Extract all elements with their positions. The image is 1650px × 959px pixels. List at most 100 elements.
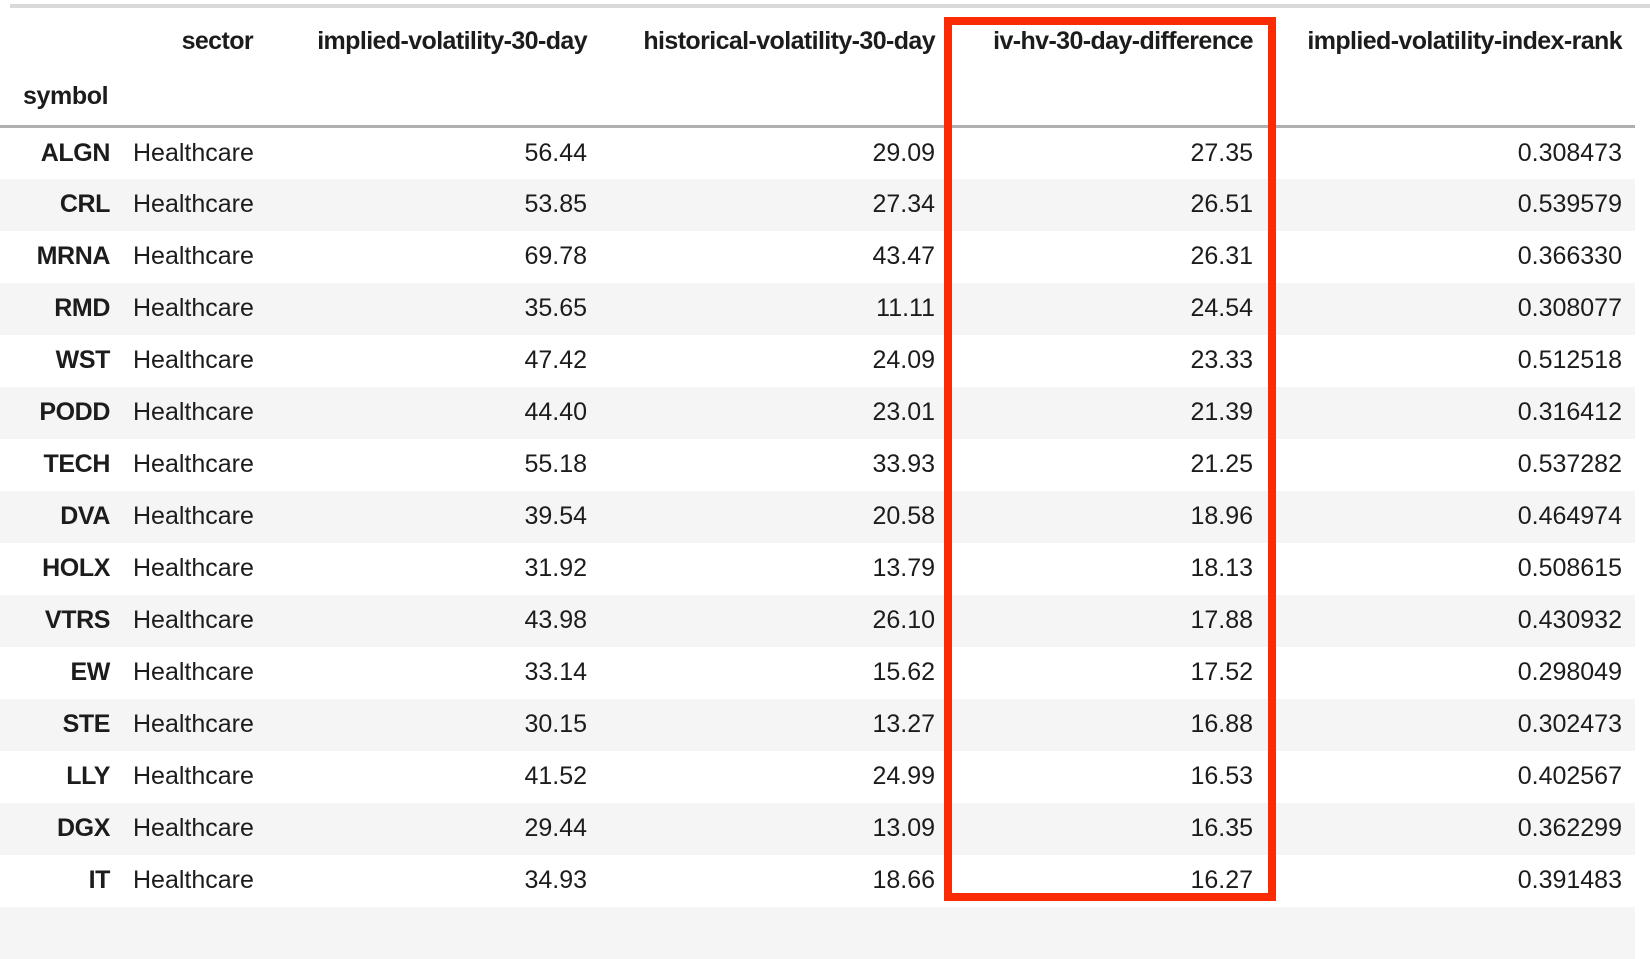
cell-implied-volatility-30-day: 56.44 (524, 138, 587, 167)
column-header-implied-volatility-index-rank: implied-volatility-index-rank (1307, 26, 1622, 55)
cell-iv-hv-30-day-difference: 24.54 (1190, 294, 1253, 322)
cell-iv-hv-30-day-difference: 26.31 (1190, 242, 1253, 270)
table-row: DVA Healthcare 39.54 20.58 18.96 0.464974 (0, 490, 1635, 543)
cell-historical-volatility-30-day: 13.79 (872, 554, 935, 582)
cell-sector: Healthcare (133, 450, 254, 478)
row-symbol: DGX (57, 814, 110, 842)
cell-sector: Healthcare (133, 294, 254, 322)
cell-implied-volatility-index-rank: 0.366330 (1517, 242, 1622, 270)
row-symbol: TECH (43, 450, 111, 478)
cell-sector: Healthcare (133, 814, 254, 842)
row-symbol: CRL (59, 190, 111, 218)
cell-implied-volatility-30-day: 34.93 (524, 866, 587, 894)
cell-implied-volatility-index-rank: 0.508615 (1517, 554, 1622, 582)
row-symbol: MRNA (36, 242, 111, 270)
column-header-historical-volatility-30-day: historical-volatility-30-day (643, 26, 935, 55)
cell-implied-volatility-30-day: 43.98 (524, 606, 587, 634)
row-symbol: LLY (66, 762, 110, 790)
row-symbol: EW (70, 658, 111, 686)
cell-implied-volatility-index-rank: 0.537282 (1517, 450, 1622, 478)
cell-historical-volatility-30-day: 13.27 (872, 710, 935, 738)
row-symbol: DVA (60, 502, 110, 530)
cell-historical-volatility-30-day: 11.11 (876, 294, 935, 322)
cell-historical-volatility-30-day: 15.62 (872, 658, 935, 686)
cell-implied-volatility-30-day: 33.14 (524, 658, 587, 686)
row-symbol: RMD (54, 294, 110, 322)
cell-implied-volatility-30-day: 53.85 (524, 190, 587, 218)
cell-iv-hv-30-day-difference: 17.88 (1190, 606, 1253, 634)
cell-implied-volatility-30-day: 41.52 (524, 762, 587, 790)
cell-historical-volatility-30-day: 13.09 (872, 814, 935, 842)
row-symbol: PODD (39, 398, 110, 426)
cell-iv-hv-30-day-difference: 18.96 (1190, 502, 1253, 530)
volatility-table: sector implied-volatility-30-day histori… (0, 4, 1635, 959)
cell-sector: Healthcare (133, 710, 254, 738)
cell-implied-volatility-30-day: 29.44 (524, 814, 587, 842)
cell-implied-volatility-index-rank: 0.302473 (1517, 710, 1622, 738)
cell-iv-hv-30-day-difference: 16.53 (1190, 762, 1253, 790)
cell-implied-volatility-30-day: 39.54 (524, 502, 587, 530)
cell-sector: Healthcare (133, 762, 254, 790)
cell-implied-volatility-30-day: 31.92 (524, 554, 587, 582)
cell-implied-volatility-30-day: 30.15 (524, 710, 587, 738)
row-symbol: WST (55, 346, 111, 374)
cell-implied-volatility-index-rank: 0.430932 (1517, 606, 1622, 634)
cell-sector: Healthcare (133, 606, 254, 634)
cell-sector: Healthcare (133, 190, 254, 218)
cell-iv-hv-30-day-difference: 16.88 (1190, 710, 1253, 738)
table-header: sector implied-volatility-30-day histori… (0, 4, 1635, 127)
cell-iv-hv-30-day-difference: 21.25 (1190, 450, 1253, 478)
table-row-partial (0, 906, 1635, 959)
cell-implied-volatility-index-rank: 0.464974 (1517, 502, 1622, 530)
cell-implied-volatility-30-day: 35.65 (524, 294, 587, 322)
column-header-sector: sector (181, 26, 254, 55)
cell-implied-volatility-index-rank: 0.308473 (1517, 138, 1622, 167)
cell-sector: Healthcare (133, 398, 254, 426)
table-row: DGX Healthcare 29.44 13.09 16.35 0.362299 (0, 802, 1635, 855)
cell-implied-volatility-index-rank: 0.316412 (1517, 398, 1622, 426)
table-row: WST Healthcare 47.42 24.09 23.33 0.512518 (0, 335, 1635, 387)
table-row: CRL Healthcare 53.85 27.34 26.51 0.539579 (0, 178, 1635, 231)
cell-implied-volatility-index-rank: 0.402567 (1517, 762, 1622, 790)
cell-implied-volatility-index-rank: 0.298049 (1517, 658, 1622, 686)
cell-iv-hv-30-day-difference: 21.39 (1190, 398, 1253, 426)
table-row: MRNA Healthcare 69.78 43.47 26.31 0.366330 (0, 231, 1635, 283)
cell-implied-volatility-index-rank: 0.391483 (1517, 866, 1622, 894)
column-header-row: sector implied-volatility-30-day histori… (0, 4, 1635, 72)
cell-implied-volatility-30-day: 69.78 (524, 242, 587, 270)
index-name-row: symbol (0, 72, 1635, 127)
cell-historical-volatility-30-day: 29.09 (872, 138, 935, 167)
cell-iv-hv-30-day-difference: 23.33 (1190, 346, 1253, 374)
cell-iv-hv-30-day-difference: 26.51 (1190, 190, 1253, 218)
cell-implied-volatility-index-rank: 0.308077 (1517, 294, 1622, 322)
cell-sector: Healthcare (133, 138, 254, 167)
table-row: ALGN Healthcare 56.44 29.09 27.35 0.308473 (0, 127, 1635, 179)
row-symbol: ALGN (40, 138, 111, 167)
cell-sector: Healthcare (133, 866, 254, 894)
table-top-divider (10, 4, 1650, 8)
cell-historical-volatility-30-day: 27.34 (872, 190, 935, 218)
cell-historical-volatility-30-day: 24.99 (872, 762, 935, 790)
cell-historical-volatility-30-day: 20.58 (872, 502, 935, 530)
cell-implied-volatility-30-day: 44.40 (524, 398, 587, 426)
cell-historical-volatility-30-day: 18.66 (872, 866, 935, 894)
notebook-table-output: { "table": { "index_header": "symbol", "… (0, 4, 1650, 959)
cell-historical-volatility-30-day: 43.47 (872, 242, 935, 270)
table-row: EW Healthcare 33.14 15.62 17.52 0.298049 (0, 647, 1635, 699)
table-row: LLY Healthcare 41.52 24.99 16.53 0.402567 (0, 751, 1635, 803)
cell-implied-volatility-30-day: 47.42 (524, 346, 587, 374)
cell-implied-volatility-index-rank: 0.362299 (1517, 814, 1622, 842)
index-name-label: symbol (23, 82, 109, 110)
table-body: ALGN Healthcare 56.44 29.09 27.35 0.308473 CRL… (0, 127, 1635, 959)
cell-iv-hv-30-day-difference: 18.13 (1190, 554, 1253, 582)
cell-sector: Healthcare (133, 554, 254, 582)
column-header-implied-volatility-30-day: implied-volatility-30-day (317, 26, 587, 55)
table-row: PODD Healthcare 44.40 23.01 21.39 0.316412 (0, 386, 1635, 439)
cell-iv-hv-30-day-difference: 17.52 (1190, 658, 1253, 686)
row-symbol: HOLX (42, 554, 110, 582)
table-row: STE Healthcare 30.15 13.27 16.88 0.302473 (0, 698, 1635, 751)
cell-sector: Healthcare (133, 346, 254, 374)
corner-cell (0, 4, 120, 72)
cell-historical-volatility-30-day: 23.01 (872, 398, 935, 426)
cell-implied-volatility-index-rank: 0.512518 (1517, 346, 1622, 374)
